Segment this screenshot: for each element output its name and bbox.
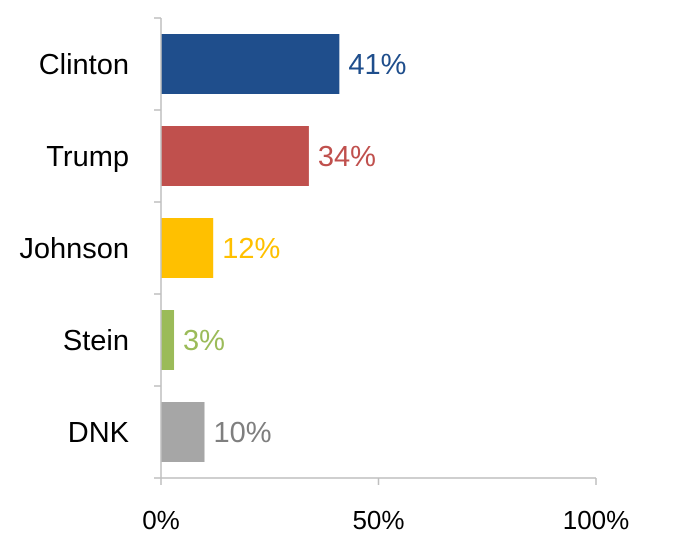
value-label-stein: 3% [183,325,225,357]
category-labels: Clinton Trump Johnson Stein DNK [19,49,129,449]
category-label-johnson: Johnson [19,233,129,265]
x-tick-label-100: 100% [563,505,630,535]
bar-clinton [161,34,340,94]
value-label-dnk: 10% [214,417,272,449]
x-tick-label-0: 0% [142,505,180,535]
value-labels: 41% 34% 12% 3% 10% [183,49,406,449]
category-label-trump: Trump [46,141,129,173]
bars-group [161,34,340,462]
bar-dnk [161,402,205,462]
category-label-dnk: DNK [68,417,130,449]
axes-group [154,17,597,485]
value-label-clinton: 41% [348,49,406,81]
bar-stein [161,310,175,370]
x-tick-labels: 0% 50% 100% [142,505,629,535]
bar-johnson [161,218,214,278]
value-label-trump: 34% [318,141,376,173]
category-label-clinton: Clinton [39,49,129,81]
bar-trump [161,126,309,186]
x-tick-label-50: 50% [352,505,404,535]
value-label-johnson: 12% [222,233,280,265]
category-label-stein: Stein [63,325,129,357]
